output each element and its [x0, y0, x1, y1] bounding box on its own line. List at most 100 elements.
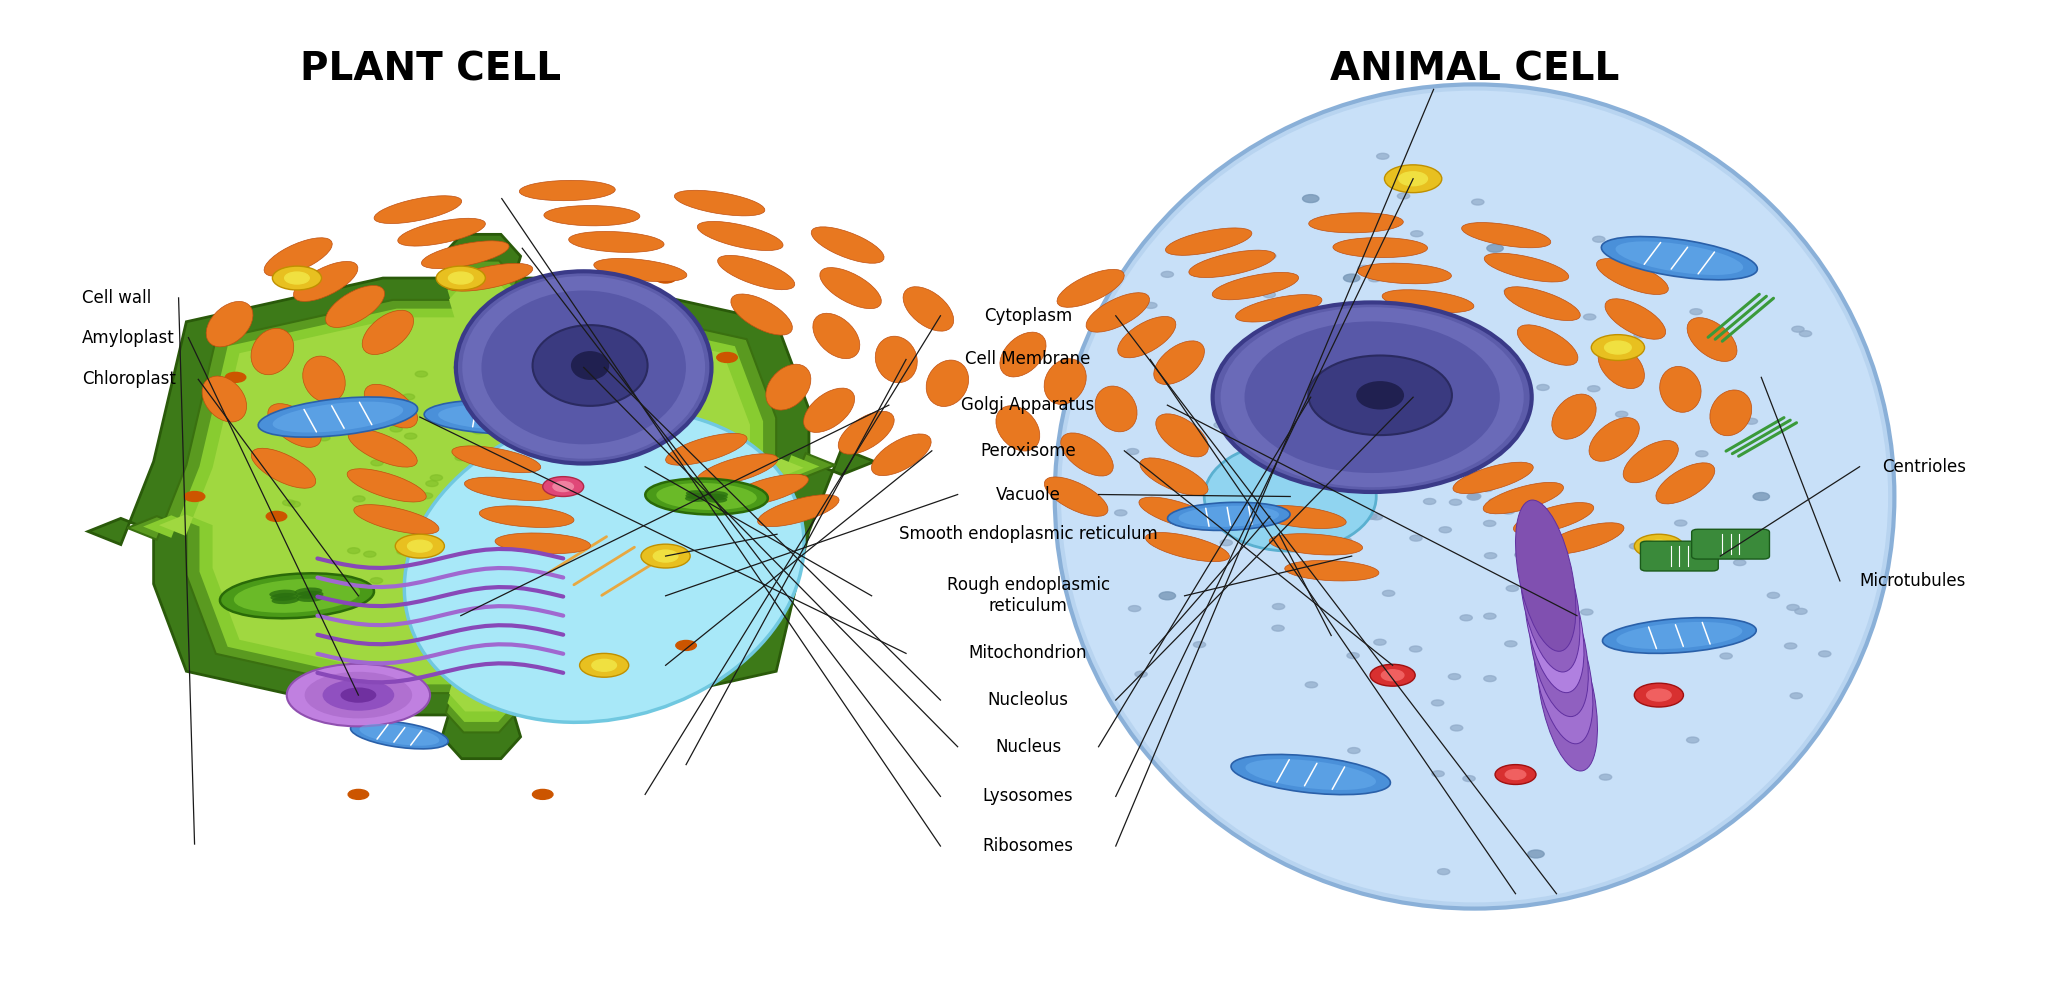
Circle shape	[1331, 473, 1343, 479]
Ellipse shape	[203, 376, 246, 422]
Ellipse shape	[305, 672, 412, 718]
Ellipse shape	[322, 679, 393, 711]
Circle shape	[1370, 664, 1415, 686]
Ellipse shape	[1589, 418, 1638, 462]
Circle shape	[1348, 748, 1360, 754]
Circle shape	[336, 587, 348, 593]
Ellipse shape	[207, 302, 254, 347]
Circle shape	[1495, 765, 1536, 784]
Circle shape	[596, 381, 608, 387]
Ellipse shape	[903, 287, 954, 331]
Ellipse shape	[258, 397, 418, 437]
Circle shape	[592, 659, 616, 671]
Circle shape	[406, 433, 418, 439]
Circle shape	[518, 492, 530, 497]
Circle shape	[365, 551, 377, 557]
Circle shape	[1581, 609, 1593, 615]
Circle shape	[371, 578, 383, 584]
Ellipse shape	[645, 479, 768, 514]
Circle shape	[547, 365, 559, 371]
Ellipse shape	[1503, 287, 1581, 321]
Circle shape	[399, 517, 412, 523]
Circle shape	[420, 493, 432, 498]
Ellipse shape	[684, 496, 707, 502]
Ellipse shape	[362, 310, 414, 355]
Circle shape	[1415, 368, 1427, 374]
Text: PLANT CELL: PLANT CELL	[299, 51, 561, 88]
Text: Mitochondrion: Mitochondrion	[969, 644, 1087, 662]
Ellipse shape	[766, 364, 811, 410]
Circle shape	[528, 530, 541, 536]
Circle shape	[1516, 552, 1528, 558]
Circle shape	[1380, 669, 1403, 681]
Circle shape	[1114, 509, 1126, 515]
Ellipse shape	[674, 191, 764, 215]
Circle shape	[1767, 593, 1780, 599]
Circle shape	[283, 499, 295, 505]
Ellipse shape	[707, 494, 727, 500]
Circle shape	[184, 492, 205, 501]
Ellipse shape	[295, 591, 324, 599]
Ellipse shape	[999, 332, 1047, 377]
Ellipse shape	[1524, 554, 1583, 693]
Circle shape	[1540, 672, 1552, 678]
Ellipse shape	[350, 721, 449, 749]
Ellipse shape	[354, 504, 438, 534]
Circle shape	[1583, 314, 1595, 320]
Ellipse shape	[1231, 755, 1391, 794]
Circle shape	[1319, 317, 1331, 323]
Circle shape	[1606, 341, 1630, 355]
Ellipse shape	[1710, 390, 1751, 436]
Circle shape	[1161, 271, 1174, 277]
Polygon shape	[160, 282, 803, 711]
Circle shape	[225, 372, 246, 382]
Ellipse shape	[1518, 325, 1577, 365]
Ellipse shape	[463, 276, 705, 459]
Text: Cell wall: Cell wall	[82, 289, 152, 307]
Ellipse shape	[358, 724, 440, 746]
Circle shape	[1731, 270, 1743, 276]
Circle shape	[436, 266, 485, 290]
Circle shape	[664, 463, 676, 469]
Circle shape	[444, 532, 457, 538]
Circle shape	[1696, 451, 1708, 457]
Circle shape	[1720, 653, 1733, 659]
Ellipse shape	[1485, 253, 1569, 282]
Circle shape	[1466, 494, 1479, 499]
Circle shape	[522, 499, 535, 505]
Text: ANIMAL CELL: ANIMAL CELL	[1329, 51, 1620, 88]
Circle shape	[1399, 172, 1427, 186]
Ellipse shape	[594, 258, 686, 282]
Circle shape	[1292, 531, 1305, 537]
Circle shape	[1745, 418, 1757, 424]
Ellipse shape	[340, 687, 377, 703]
Ellipse shape	[926, 360, 969, 406]
Circle shape	[641, 490, 653, 496]
Ellipse shape	[1167, 502, 1290, 530]
Text: Centrioles: Centrioles	[1882, 458, 1966, 476]
Ellipse shape	[403, 410, 805, 722]
Circle shape	[1464, 481, 1477, 487]
Ellipse shape	[813, 313, 860, 358]
Text: Smooth endoplasmic reticulum: Smooth endoplasmic reticulum	[899, 525, 1157, 543]
Ellipse shape	[264, 237, 332, 276]
Circle shape	[553, 482, 573, 492]
Circle shape	[1647, 689, 1671, 701]
Ellipse shape	[303, 356, 346, 402]
Circle shape	[1348, 652, 1360, 658]
Circle shape	[1784, 643, 1796, 649]
Circle shape	[1272, 626, 1284, 632]
Circle shape	[1450, 499, 1462, 505]
Circle shape	[555, 473, 567, 479]
Circle shape	[1378, 312, 1391, 318]
Ellipse shape	[1530, 578, 1589, 717]
Circle shape	[457, 486, 469, 492]
Ellipse shape	[453, 446, 541, 473]
Ellipse shape	[569, 231, 664, 252]
Circle shape	[1505, 770, 1526, 780]
Circle shape	[1339, 537, 1352, 543]
Circle shape	[1489, 498, 1501, 504]
Circle shape	[1194, 641, 1206, 647]
Circle shape	[1427, 310, 1440, 316]
Circle shape	[1688, 737, 1700, 743]
